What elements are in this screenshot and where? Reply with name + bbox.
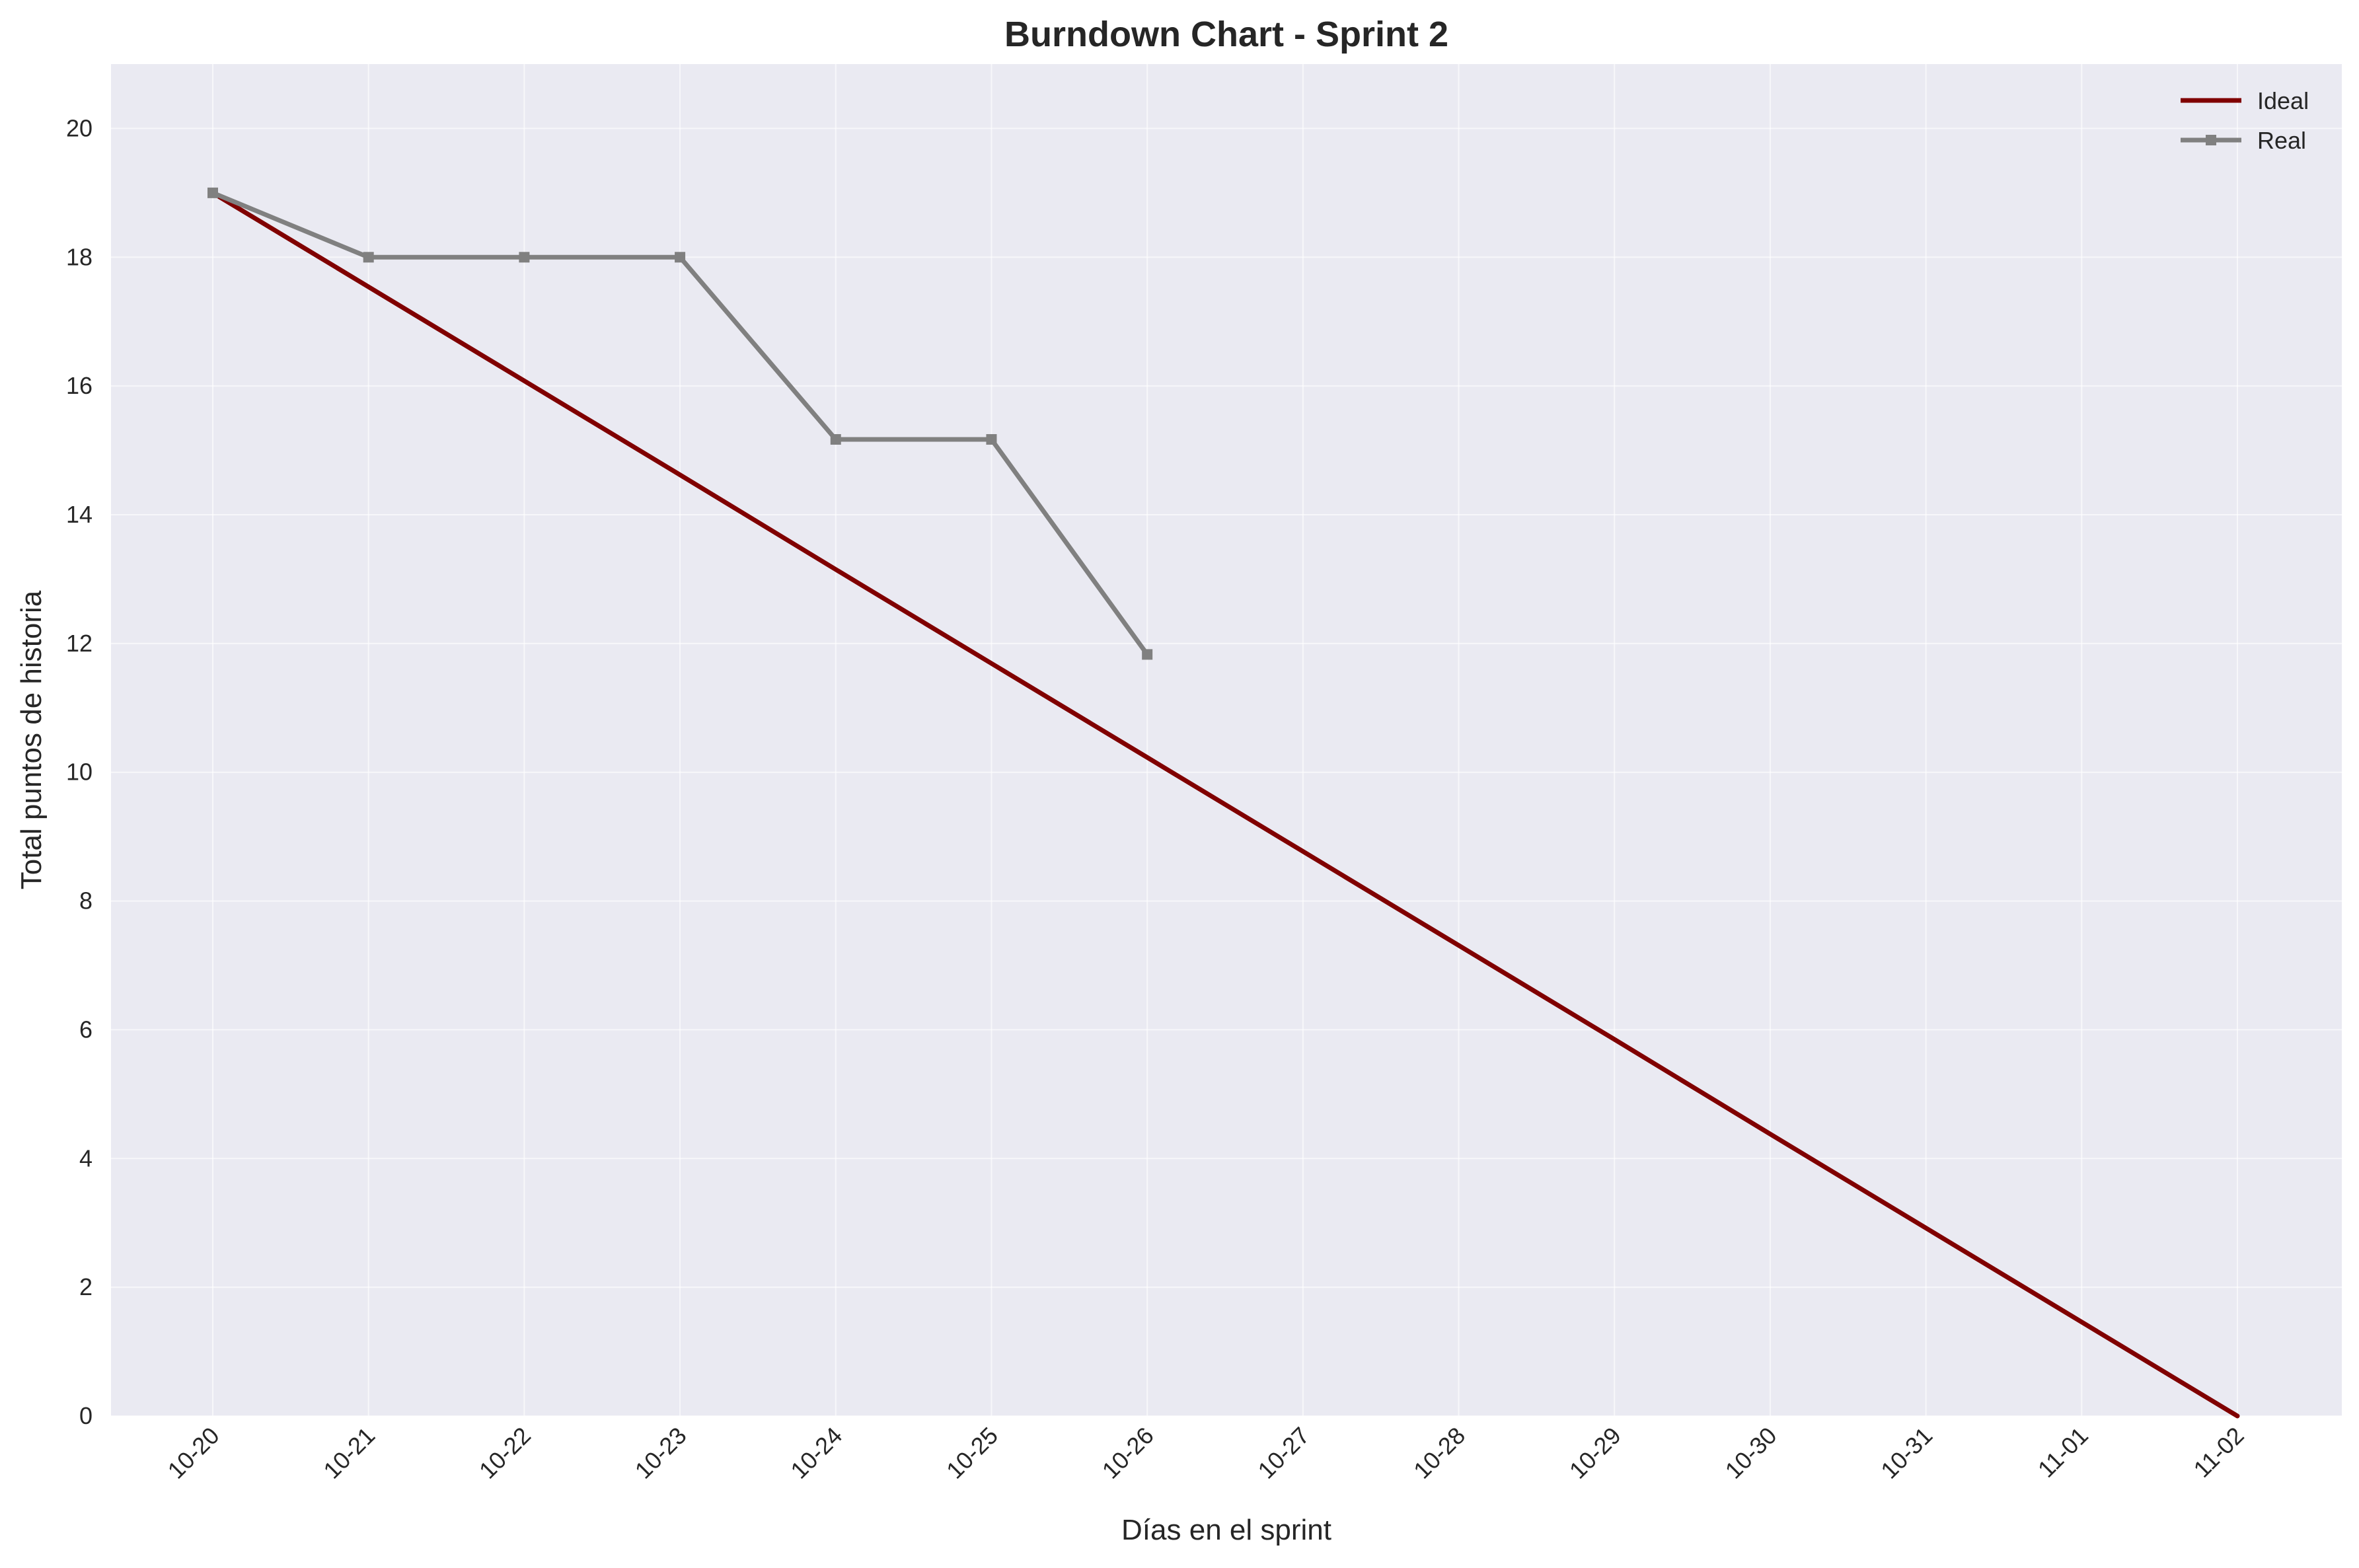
y-tick-label: 14 [66, 501, 93, 528]
x-tick-label: 10-25 [941, 1422, 1003, 1484]
y-tick-label: 18 [66, 243, 93, 270]
legend-label-real: Real [2257, 127, 2306, 154]
x-tick-label: 10-22 [474, 1422, 536, 1484]
x-tick-label: 10-28 [1408, 1422, 1470, 1484]
y-tick-label: 12 [66, 630, 93, 657]
y-tick-label: 4 [79, 1144, 93, 1172]
data-point-real [986, 434, 997, 445]
x-tick-label: 11-02 [2188, 1422, 2249, 1483]
legend-label-ideal: Ideal [2257, 87, 2309, 114]
plot-background [111, 64, 2342, 1416]
x-axis-label: Días en el sprint [1121, 1514, 1331, 1546]
data-point-real [363, 252, 374, 263]
data-point-real [207, 187, 218, 198]
x-tick-label: 10-20 [163, 1422, 225, 1484]
x-tick-label: 10-23 [630, 1422, 692, 1484]
legend: Ideal Real [2181, 87, 2309, 154]
x-tick-label: 10-29 [1564, 1422, 1626, 1484]
x-tick-label: 10-31 [1875, 1422, 1937, 1484]
y-tick-label: 10 [66, 759, 93, 786]
chart-title: Burndown Chart - Sprint 2 [1004, 15, 1448, 54]
data-point-real [830, 434, 841, 445]
y-tick-label: 0 [79, 1402, 93, 1429]
legend-marker-real [2206, 135, 2216, 145]
y-tick-label: 2 [79, 1273, 93, 1300]
x-tick-label: 10-21 [318, 1422, 380, 1484]
data-point-real [1142, 649, 1153, 660]
series-lines [207, 187, 2240, 1419]
y-tick-label: 8 [79, 887, 93, 915]
x-tick-label: 10-27 [1252, 1422, 1314, 1484]
x-tick-label: 10-30 [1719, 1422, 1781, 1484]
series-line-ideal [210, 190, 2240, 1419]
x-tick-label: 11-01 [2033, 1422, 2093, 1483]
data-point-real [519, 252, 530, 263]
x-tick-label: 10-26 [1097, 1422, 1159, 1484]
y-tick-label: 20 [66, 114, 93, 141]
data-point-real [675, 252, 686, 263]
y-tick-label: 6 [79, 1016, 93, 1043]
y-tick-label: 16 [66, 372, 93, 399]
grid-lines [111, 64, 2342, 1417]
y-axis-label: Total puntos de historia [15, 590, 48, 889]
x-tick-label: 10-24 [785, 1422, 847, 1484]
